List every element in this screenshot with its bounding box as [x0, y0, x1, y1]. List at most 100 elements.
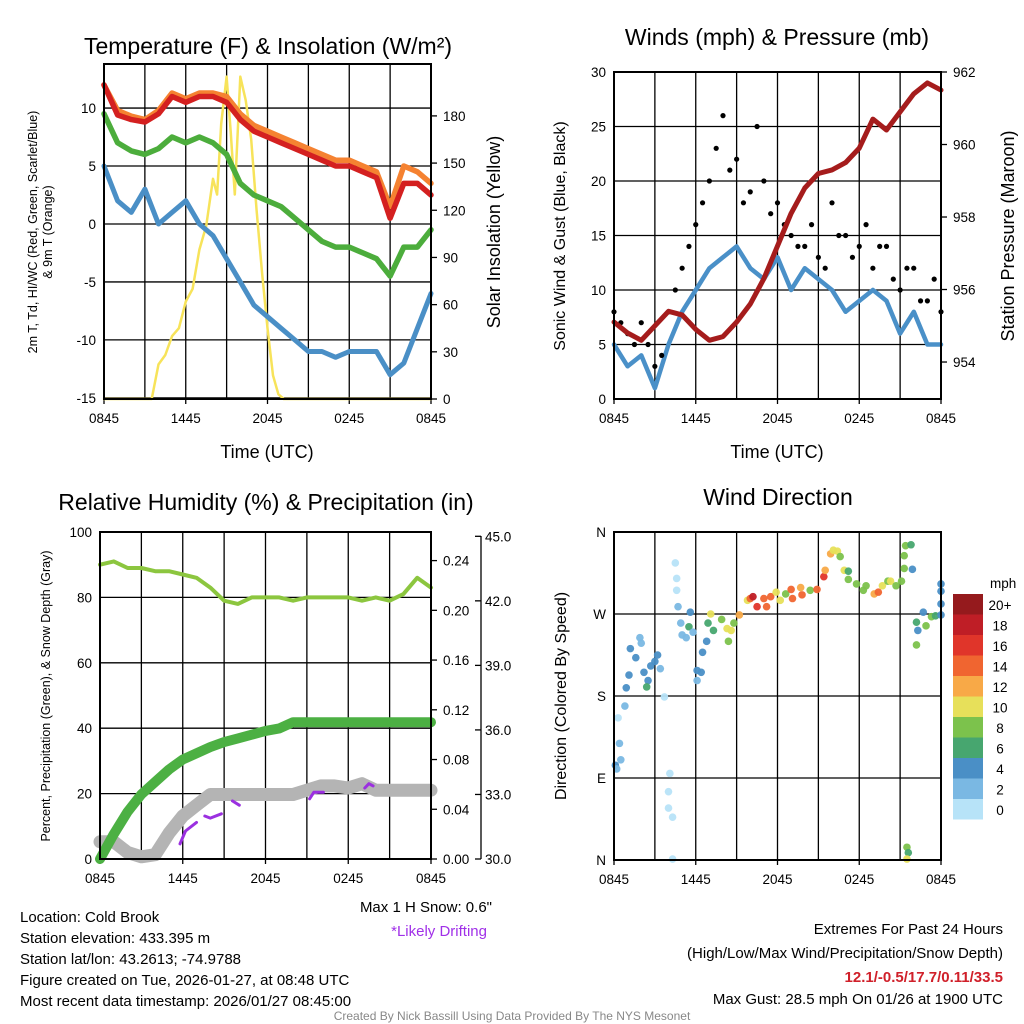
gust-point [802, 243, 808, 249]
wind-direction-point [878, 581, 887, 590]
gust-point [645, 341, 651, 348]
snow-tick-label: 45.0 [485, 529, 511, 544]
y-tick-label: 0 [84, 852, 92, 867]
precip-tick-label: 0.04 [443, 802, 470, 817]
legend-label: 18 [992, 619, 1007, 634]
drifting-segment [230, 799, 241, 807]
temperature-ylabel: 2m T, Td, HI/WC (Red, Green, Scarlet/Blu… [26, 111, 40, 354]
legend-title: mph [990, 576, 1016, 591]
gust-point [740, 200, 747, 206]
relative-humidity-line [98, 559, 433, 606]
wind-direction-point [615, 739, 624, 748]
gust-point [849, 254, 856, 260]
legend-swatch [953, 737, 983, 758]
gust-point [727, 167, 733, 173]
gust-point [659, 352, 665, 358]
temperature-xlabel: Time (UTC) [220, 442, 313, 462]
y-tick-label: 100 [69, 525, 92, 540]
legend-label: 14 [992, 660, 1008, 675]
gust-point [754, 123, 760, 130]
y2-tick-label: 962 [953, 65, 976, 80]
y-tick-label: W [593, 607, 606, 622]
wind-direction-point [908, 565, 917, 574]
wind-direction-point [706, 610, 715, 618]
y-tick-label: 80 [77, 590, 92, 605]
wind-direction-point [702, 637, 711, 646]
speed-colorbar-legend: mph 20+ 18 16 14 12 10 8 6 4 2 0 [953, 576, 1016, 820]
wind-direction-point [717, 615, 726, 624]
gust-point [843, 232, 849, 239]
x-tick-label: 0845 [416, 871, 446, 886]
extremes-title: Extremes For Past 24 Hours [814, 921, 1003, 938]
wind-direction-point [813, 585, 821, 594]
winds-pressure-panel: 0 5 10 15 20 25 30 0845 1445 2045 0245 0845 954 956 95… [591, 65, 976, 426]
wind-direction-point [637, 639, 646, 647]
plot-border [99, 531, 432, 860]
y-tick-label: 20 [591, 174, 606, 189]
wind-direction-point [666, 769, 674, 778]
gust-point [897, 287, 903, 293]
sonic-wind-line [611, 244, 944, 391]
wind-direction-point [907, 540, 915, 549]
wind-direction-point [836, 552, 844, 561]
gust-point [713, 145, 719, 151]
temperature-y2label: Solar Insolation (Yellow) [484, 136, 504, 328]
wind-direction-point [656, 664, 665, 673]
wind-direction-point [897, 577, 906, 585]
wind-direction-point [874, 588, 883, 596]
gust-point [863, 222, 869, 228]
gust-point [686, 243, 692, 249]
x-tick-label: 0845 [89, 411, 119, 426]
wind-direction-point [676, 619, 685, 627]
gust-point [631, 341, 638, 348]
gust-point [890, 276, 896, 282]
gust-point [638, 320, 644, 326]
gust-point [699, 200, 706, 206]
wind-direction-point [697, 668, 705, 677]
drifting-segment [178, 820, 198, 846]
wind-direction-point [762, 602, 771, 611]
y2-tick-label: 954 [953, 355, 976, 370]
y-tick-label: 0 [598, 392, 606, 407]
gust-point [815, 254, 821, 260]
x-tick-label: 0845 [926, 872, 956, 887]
y2-tick-label: 90 [443, 250, 458, 265]
y-tick-label: 40 [77, 721, 92, 736]
legend-label: 6 [996, 742, 1004, 757]
gust-point [808, 222, 815, 228]
gust-point [931, 276, 937, 282]
precip-tick-label: 0.24 [443, 554, 470, 569]
gust-point [652, 363, 658, 369]
wind-direction-point [914, 626, 922, 635]
y2-tick-label: 960 [953, 138, 976, 153]
max-gust-text: Max Gust: 28.5 mph On 01/26 at 1900 UTC [713, 991, 1003, 1008]
wind-direction-point [886, 577, 895, 585]
drifting-segment [203, 812, 223, 820]
drifting-segment [308, 790, 325, 801]
wind-direction-point [689, 628, 697, 637]
plot-border [103, 63, 432, 400]
wind-direction-point [749, 592, 757, 601]
hi-wc-line [101, 111, 434, 279]
snow-tick-label: 30.0 [485, 852, 511, 867]
station-pressure-line [611, 80, 944, 343]
credit-text: Created By Nick Bassill Using Data Provi… [334, 1009, 691, 1023]
wind-direction-point [753, 602, 761, 611]
legend-label: 16 [992, 639, 1007, 654]
x-tick-label: 0845 [85, 871, 115, 886]
wind-direction-point [922, 622, 930, 630]
wind-direction-point [644, 676, 652, 685]
latlon-text: Station lat/lon: 43.2613; -74.9788 [20, 951, 241, 968]
elevation-text: Station elevation: 433.395 m [20, 930, 210, 947]
snow-tick-label: 42.0 [485, 594, 511, 609]
y2-tick-label: 30 [443, 345, 458, 360]
legend-swatch [953, 655, 983, 676]
x-tick-label: 1445 [168, 871, 198, 886]
wind-direction-point [796, 583, 805, 592]
gust-point [774, 200, 781, 206]
wind-direction-point [919, 608, 928, 616]
wind-direction-title: Wind Direction [703, 484, 853, 510]
gust-point [768, 211, 774, 217]
x-tick-label: 1445 [171, 411, 201, 426]
legend-swatch [953, 676, 983, 697]
